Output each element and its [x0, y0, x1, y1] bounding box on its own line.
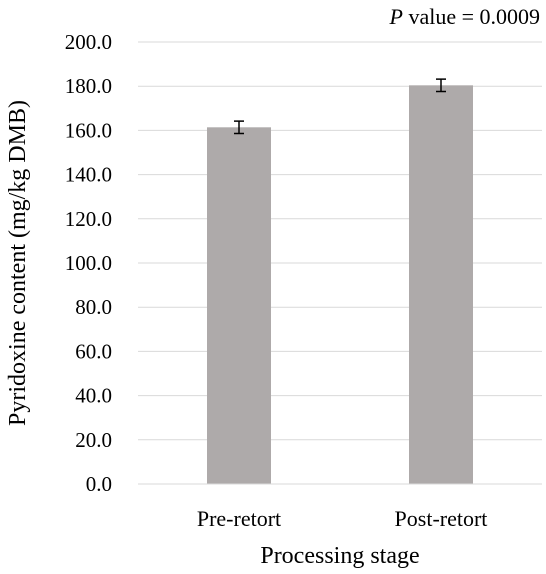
x-axis-title: Processing stage — [260, 543, 419, 569]
p-value-text: value = 0.0009 — [403, 4, 540, 29]
y-tick-label: 40.0 — [75, 384, 112, 408]
x-tick-label: Post-retort — [395, 506, 488, 531]
gridlines — [138, 41, 542, 441]
p-value-annotation: P value = 0.0009 — [388, 4, 540, 29]
y-tick-label: 20.0 — [75, 428, 112, 452]
y-tick-label: 180.0 — [65, 74, 112, 98]
x-tick-labels: Pre-retort Post-retort — [197, 506, 488, 531]
error-bars — [234, 78, 446, 135]
x-tick-label: Pre-retort — [197, 506, 281, 531]
y-tick-label: 120.0 — [65, 207, 112, 231]
y-tick-label: 0.0 — [86, 472, 112, 496]
bar-pre-retort — [207, 127, 271, 484]
y-tick-label: 200.0 — [65, 30, 112, 54]
y-tick-label: 60.0 — [75, 339, 112, 363]
y-tick-labels: 0.0 20.0 40.0 60.0 80.0 100.0 120.0 140.0 160.0 1… — [65, 30, 112, 496]
bar-post-retort — [409, 85, 473, 484]
y-tick-label: 140.0 — [65, 163, 112, 187]
bars — [207, 85, 473, 484]
y-tick-label: 100.0 — [65, 251, 112, 275]
y-axis-title: Pyridoxine content (mg/kg DMB) — [5, 100, 31, 426]
y-tick-label: 80.0 — [75, 295, 112, 319]
p-value-italic: P — [388, 4, 402, 29]
y-tick-label: 160.0 — [65, 118, 112, 142]
